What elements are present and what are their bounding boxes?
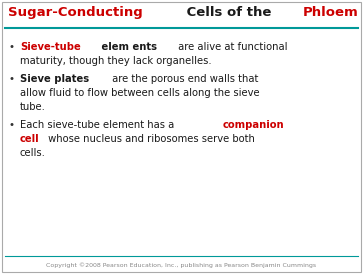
- Text: allow fluid to flow between cells along the sieve: allow fluid to flow between cells along …: [20, 88, 260, 98]
- Text: elem ents: elem ents: [98, 42, 158, 52]
- Text: are alive at functional: are alive at functional: [175, 42, 287, 52]
- Text: Sieve plates: Sieve plates: [20, 74, 89, 84]
- Text: Cells of the: Cells of the: [182, 6, 276, 19]
- Text: tube.: tube.: [20, 102, 46, 112]
- Text: Sugar-Conducting: Sugar-Conducting: [8, 6, 143, 19]
- Text: maturity, though they lack organelles.: maturity, though they lack organelles.: [20, 56, 212, 66]
- Text: Phloem: Phloem: [303, 6, 359, 19]
- Text: Copyright ©2008 Pearson Education, Inc., publishing as Pearson Benjamin Cummings: Copyright ©2008 Pearson Education, Inc.,…: [46, 262, 316, 268]
- FancyBboxPatch shape: [2, 2, 361, 272]
- Text: Each sieve-tube element has a: Each sieve-tube element has a: [20, 120, 178, 130]
- Text: cells.: cells.: [20, 148, 46, 158]
- Text: whose nucleus and ribosomes serve both: whose nucleus and ribosomes serve both: [45, 134, 255, 144]
- Text: are the porous end walls that: are the porous end walls that: [109, 74, 258, 84]
- Text: Sieve-tube: Sieve-tube: [20, 42, 81, 52]
- Text: cell: cell: [20, 134, 40, 144]
- Text: •: •: [8, 74, 14, 84]
- Text: •: •: [8, 120, 14, 130]
- Text: companion: companion: [223, 120, 285, 130]
- Text: •: •: [8, 42, 14, 52]
